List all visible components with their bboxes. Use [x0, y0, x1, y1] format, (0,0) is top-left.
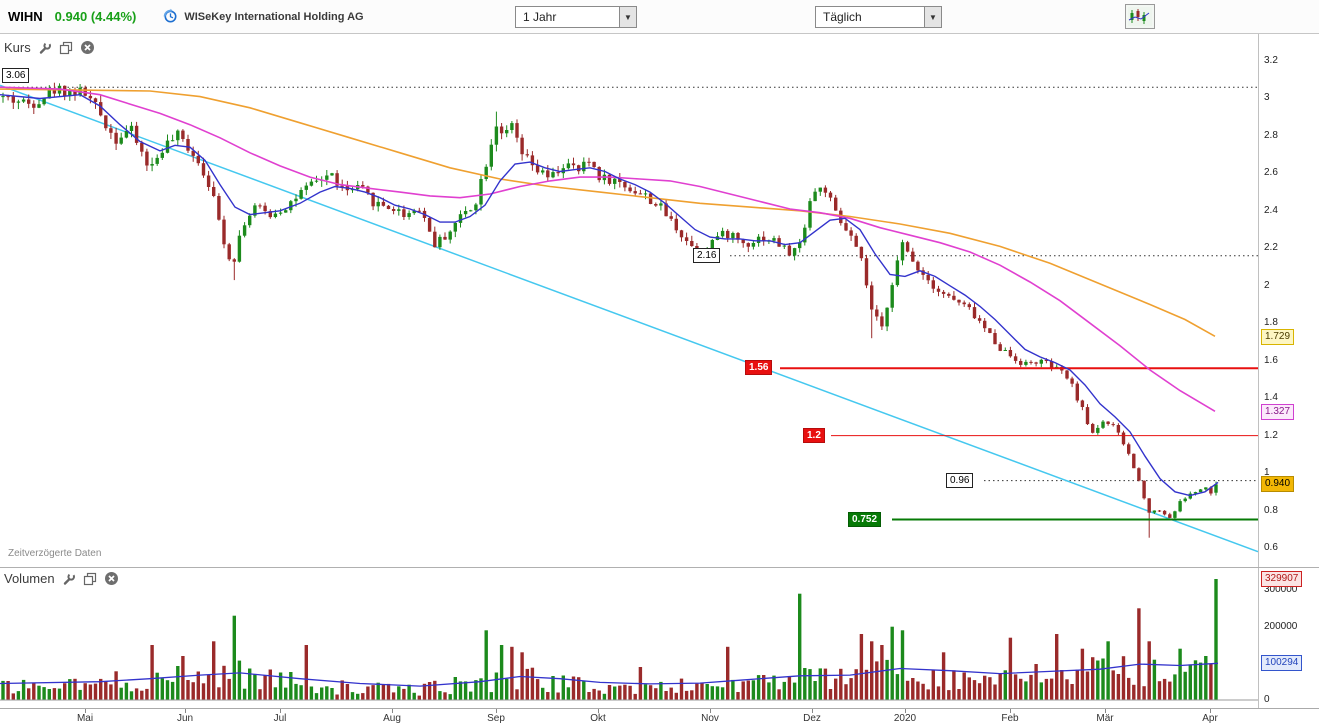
x-axis-label: 2020 [893, 713, 917, 724]
level-label-0.752[interactable]: 0.752 [848, 511, 882, 527]
instrument-info: WIHN 0.940 (4.44%) WISeKey International… [8, 0, 364, 33]
x-axis-tick [1105, 709, 1106, 713]
x-axis-label: Nov [701, 713, 719, 724]
toolbar: WIHN 0.940 (4.44%) WISeKey International… [0, 0, 1319, 34]
last-price-change: 0.940 (4.44%) [54, 9, 137, 24]
price-axis-label: 0.8 [1264, 504, 1278, 516]
last-price-badge: 0.940 [1261, 476, 1295, 493]
clock-history-icon [162, 8, 179, 25]
x-axis-tick [1210, 709, 1211, 713]
price-axis: 3.2 3 2.8 2.6 2.4 2.2 2 1.8 1.6 1.4 1.2 1 0.8 0.6 1.72… [1258, 34, 1319, 567]
price-axis-label: 2 [1264, 279, 1270, 291]
range-select-value: 1 Jahr [523, 10, 557, 24]
x-axis-label: Mai [76, 713, 94, 724]
range-select[interactable]: 1 Jahr ▼ [515, 6, 637, 28]
wrench-icon[interactable] [62, 572, 76, 586]
chevron-down-icon: ▼ [924, 7, 941, 27]
x-axis-label: Apr [1202, 713, 1218, 724]
price-panel: Kurs 3.2 3 2.8 2.6 2.4 2.2 2 1.8 1.6 1.4 1.2 1 0.8 0.… [0, 34, 1319, 568]
x-axis-label: Jul [273, 713, 287, 724]
mini-chart-icon [1128, 7, 1152, 26]
volume-panel-title: Volumen [4, 571, 55, 586]
price-chart-svg[interactable] [0, 34, 1258, 568]
chevron-down-icon: ▼ [619, 7, 636, 27]
max-volume-badge: 329907 [1261, 571, 1303, 588]
price-axis-label: 0.6 [1264, 541, 1278, 553]
volume-axis-label: 200000 [1264, 620, 1298, 632]
x-axis-label: Jun [176, 713, 194, 724]
price-axis-label: 1.6 [1264, 354, 1278, 366]
x-axis-label: Mär [1096, 713, 1114, 724]
x-axis-tick [1010, 709, 1011, 713]
level-label-1.56[interactable]: 1.56 [745, 360, 773, 376]
price-axis-label: 2.4 [1264, 204, 1278, 216]
level-label-2.16[interactable]: 2.16 [693, 247, 721, 263]
level-label-1.2[interactable]: 1.2 [803, 427, 825, 443]
level-label-0.96[interactable]: 0.96 [946, 472, 974, 488]
price-panel-title: Kurs [4, 40, 31, 55]
x-axis-label: Aug [383, 713, 401, 724]
volume-axis-label: 300000 [1264, 583, 1298, 595]
duplicate-window-icon[interactable] [83, 572, 97, 586]
price-axis-label: 2.2 [1264, 242, 1278, 254]
interval-select-value: Täglich [823, 10, 862, 24]
ma-slow-value-badge: 1.729 [1261, 328, 1295, 345]
volume-axis-label: 0 [1264, 694, 1270, 705]
volume-panel-header: Volumen [4, 571, 119, 586]
x-axis-tick [710, 709, 711, 713]
x-axis-label: Feb [1001, 713, 1019, 724]
x-axis-tick [812, 709, 813, 713]
level-label-3.06[interactable]: 3.06 [2, 68, 30, 84]
x-axis-tick [598, 709, 599, 713]
ma-mid-value-badge: 1.327 [1261, 403, 1295, 420]
x-axis-tick [280, 709, 281, 713]
close-icon[interactable] [104, 571, 119, 586]
x-axis-label: Dez [803, 713, 821, 724]
volume-panel: Volumen 3000002000001000000329907100294 [0, 568, 1319, 708]
price-axis-label: 3 [1264, 92, 1270, 104]
price-axis-label: 3.2 [1264, 55, 1278, 66]
x-axis: Mai Jun Jul Aug Sep Okt Nov Dez 2020 Feb Mär Apr [0, 708, 1319, 728]
duplicate-window-icon[interactable] [59, 41, 73, 55]
price-axis-label: 1.2 [1264, 429, 1278, 441]
delayed-data-note: Zeitverzögerte Daten [8, 548, 102, 559]
chart-type-button[interactable] [1125, 4, 1155, 29]
volume-chart-svg[interactable] [0, 568, 1258, 708]
price-panel-header: Kurs [4, 40, 95, 55]
x-axis-tick [392, 709, 393, 713]
ticker-symbol: WIHN [8, 9, 43, 24]
price-axis-label: 1.8 [1264, 317, 1278, 329]
price-axis-label: 1.4 [1264, 392, 1278, 404]
company-name: WISeKey International Holding AG [184, 10, 364, 23]
volume-ma-badge: 100294 [1261, 655, 1303, 672]
close-icon[interactable] [80, 40, 95, 55]
interval-select[interactable]: Täglich ▼ [815, 6, 942, 28]
x-axis-tick [496, 709, 497, 713]
x-axis-tick [905, 709, 906, 713]
x-axis-label: Okt [590, 713, 606, 724]
wrench-icon[interactable] [38, 41, 52, 55]
price-axis-label: 2.6 [1264, 167, 1278, 179]
x-axis-tick [85, 709, 86, 713]
price-axis-label: 2.8 [1264, 129, 1278, 141]
x-axis-label: Sep [487, 713, 505, 724]
volume-axis: 3000002000001000000329907100294 [1258, 568, 1319, 708]
x-axis-tick [185, 709, 186, 713]
price-axis-label: 1 [1264, 467, 1270, 479]
